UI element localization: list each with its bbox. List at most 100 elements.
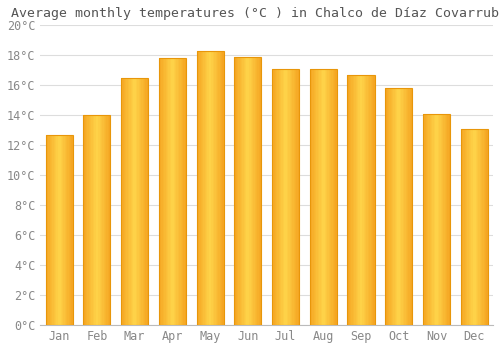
- Bar: [280, 69, 281, 325]
- Bar: [348, 75, 349, 325]
- Bar: [245, 57, 246, 325]
- Bar: [55, 135, 56, 325]
- Bar: [176, 58, 178, 325]
- Bar: [291, 69, 292, 325]
- Bar: [202, 51, 203, 325]
- Bar: [320, 69, 322, 325]
- Bar: [94, 115, 96, 325]
- Bar: [366, 75, 368, 325]
- Bar: [60, 135, 62, 325]
- Bar: [217, 51, 218, 325]
- Bar: [292, 69, 294, 325]
- Bar: [295, 69, 296, 325]
- Bar: [442, 114, 444, 325]
- Title: Average monthly temperatures (°C ) in Chalco de Díaz Covarrubias: Average monthly temperatures (°C ) in Ch…: [10, 7, 500, 20]
- Bar: [444, 114, 446, 325]
- Bar: [90, 115, 92, 325]
- Bar: [484, 129, 485, 325]
- Bar: [64, 135, 66, 325]
- Bar: [96, 115, 97, 325]
- Bar: [58, 135, 59, 325]
- Bar: [125, 78, 126, 325]
- Bar: [284, 69, 286, 325]
- Bar: [473, 129, 474, 325]
- Bar: [373, 75, 374, 325]
- Bar: [178, 58, 179, 325]
- Bar: [357, 75, 358, 325]
- Bar: [436, 114, 438, 325]
- Bar: [462, 129, 464, 325]
- Bar: [93, 115, 94, 325]
- Bar: [311, 69, 312, 325]
- Bar: [56, 135, 58, 325]
- Bar: [368, 75, 369, 325]
- Bar: [175, 58, 176, 325]
- Bar: [48, 135, 50, 325]
- Bar: [92, 115, 93, 325]
- Bar: [482, 129, 484, 325]
- Bar: [208, 51, 210, 325]
- Bar: [402, 88, 403, 325]
- Bar: [234, 57, 262, 325]
- Bar: [274, 69, 276, 325]
- Bar: [174, 58, 175, 325]
- Bar: [180, 58, 182, 325]
- Bar: [47, 135, 48, 325]
- Bar: [350, 75, 352, 325]
- Bar: [283, 69, 284, 325]
- Bar: [310, 69, 337, 325]
- Bar: [448, 114, 450, 325]
- Bar: [166, 58, 167, 325]
- Bar: [163, 58, 164, 325]
- Bar: [332, 69, 333, 325]
- Bar: [121, 78, 148, 325]
- Bar: [102, 115, 104, 325]
- Bar: [364, 75, 365, 325]
- Bar: [204, 51, 206, 325]
- Bar: [316, 69, 318, 325]
- Bar: [159, 58, 186, 325]
- Bar: [460, 129, 462, 325]
- Bar: [411, 88, 412, 325]
- Bar: [106, 115, 108, 325]
- Bar: [128, 78, 129, 325]
- Bar: [298, 69, 299, 325]
- Bar: [468, 129, 469, 325]
- Bar: [184, 58, 186, 325]
- Bar: [143, 78, 144, 325]
- Bar: [470, 129, 472, 325]
- Bar: [358, 75, 360, 325]
- Bar: [472, 129, 473, 325]
- Bar: [98, 115, 100, 325]
- Bar: [196, 51, 224, 325]
- Bar: [407, 88, 408, 325]
- Bar: [199, 51, 200, 325]
- Bar: [222, 51, 224, 325]
- Bar: [63, 135, 64, 325]
- Bar: [424, 114, 426, 325]
- Bar: [164, 58, 166, 325]
- Bar: [248, 57, 249, 325]
- Bar: [124, 78, 125, 325]
- Bar: [126, 78, 128, 325]
- Bar: [220, 51, 221, 325]
- Bar: [144, 78, 146, 325]
- Bar: [390, 88, 392, 325]
- Bar: [121, 78, 122, 325]
- Bar: [353, 75, 354, 325]
- Bar: [66, 135, 68, 325]
- Bar: [431, 114, 432, 325]
- Bar: [250, 57, 252, 325]
- Bar: [324, 69, 326, 325]
- Bar: [480, 129, 481, 325]
- Bar: [446, 114, 448, 325]
- Bar: [385, 88, 412, 325]
- Bar: [246, 57, 248, 325]
- Bar: [400, 88, 402, 325]
- Bar: [254, 57, 256, 325]
- Bar: [460, 129, 488, 325]
- Bar: [212, 51, 213, 325]
- Bar: [398, 88, 400, 325]
- Bar: [427, 114, 428, 325]
- Bar: [287, 69, 288, 325]
